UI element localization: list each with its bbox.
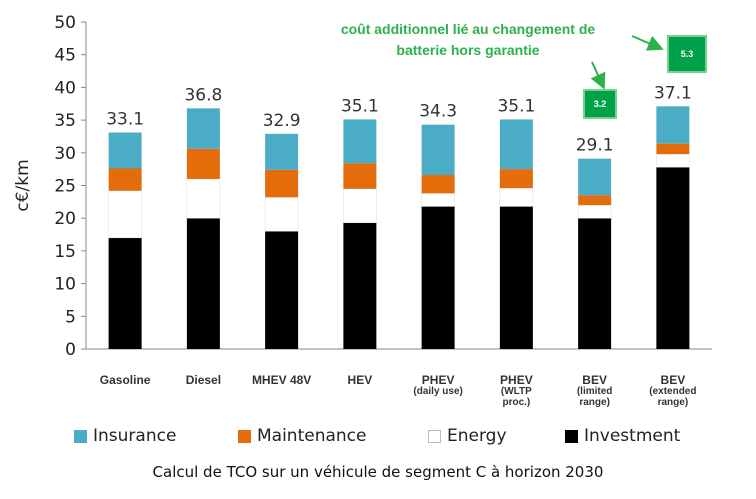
category-label: MHEV 48V	[252, 373, 311, 387]
category-label: BEV	[582, 373, 607, 387]
y-tick-label: 45	[54, 46, 76, 66]
bar-insurance	[499, 119, 533, 170]
legend-label-maintenance: Maintenance	[257, 426, 367, 446]
extra-cost-box	[583, 89, 617, 119]
bar-investment	[578, 218, 612, 349]
legend-swatch-maintenance	[238, 429, 251, 443]
legend-item-maintenance: Maintenance	[238, 426, 366, 446]
bar-energy	[656, 153, 690, 168]
y-tick-label: 35	[54, 111, 76, 131]
bar-investment	[343, 222, 377, 349]
annotation: 3.2 5.3 coût additionnel lié au changement…	[341, 21, 707, 119]
tco-chart: 0 5 10 15 20 25 30 35 40 45 50 c€/km 33.1 Gasoline 36…	[13, 13, 712, 408]
total-label: 29.1	[576, 136, 614, 156]
extra-cost-label: 3.2	[594, 99, 607, 109]
category-label: (WLTP	[501, 386, 532, 397]
y-tick-label: 5	[65, 307, 76, 327]
bar-insurance	[578, 158, 612, 196]
bar-investment	[499, 206, 533, 349]
bar-insurance	[343, 119, 377, 164]
legend-swatch-energy	[428, 429, 441, 443]
bar-maintenance	[578, 195, 612, 206]
category-label: (extended	[649, 386, 696, 397]
category-label: range)	[658, 397, 689, 408]
total-label: 36.8	[184, 85, 222, 105]
y-tick-label: 10	[54, 275, 76, 295]
total-label: 32.9	[263, 111, 301, 131]
category-label: PHEV	[422, 373, 455, 387]
total-label: 35.1	[497, 96, 535, 116]
bar-insurance	[108, 132, 142, 169]
labels: 33.1 Gasoline 36.8 Diesel 32.9 MHEV 48V 35.1 HE…	[100, 83, 697, 408]
legend-label-energy: Energy	[447, 426, 507, 446]
bar-maintenance	[656, 143, 690, 155]
category-label: HEV	[348, 373, 373, 387]
bar-investment	[108, 237, 142, 349]
extra-cost-box	[667, 35, 707, 73]
legend-item-investment: Investment	[565, 426, 680, 446]
bar-insurance	[186, 108, 220, 149]
extra-cost-label: 5.3	[681, 49, 694, 59]
bar-maintenance	[343, 163, 377, 189]
bar-investment	[265, 231, 299, 349]
legend-swatch-insurance	[74, 429, 87, 443]
y-tick-label: 20	[54, 209, 76, 229]
y-tick-label: 0	[65, 340, 76, 360]
y-tick-label: 40	[54, 78, 76, 98]
total-label: 34.3	[419, 102, 457, 122]
category-label: BEV	[661, 373, 686, 387]
bar-maintenance	[186, 148, 220, 179]
total-label: 37.1	[654, 83, 692, 103]
annotation-line-2: batterie hors garantie	[396, 42, 539, 58]
category-label: (limited	[577, 386, 613, 397]
category-label: Gasoline	[100, 373, 151, 387]
bar-energy	[108, 190, 142, 239]
bar-insurance	[421, 124, 455, 176]
legend-label-investment: Investment	[584, 426, 681, 446]
category-label: PHEV	[500, 373, 533, 387]
y-axis-label: c€/km	[13, 159, 33, 211]
legend: Insurance Maintenance Energy Investment	[0, 426, 756, 450]
bars	[108, 106, 690, 349]
bar-maintenance	[108, 168, 142, 191]
bar-energy	[499, 187, 534, 207]
axes: 0 5 10 15 20 25 30 35 40 45 50 c€/km	[13, 13, 712, 360]
legend-item-energy: Energy	[428, 426, 507, 446]
bar-maintenance	[265, 169, 299, 198]
y-tick-label: 30	[54, 144, 76, 164]
bar-energy	[577, 204, 612, 219]
bar-investment	[656, 167, 690, 349]
bar-maintenance	[499, 169, 533, 189]
legend-swatch-investment	[565, 429, 578, 443]
total-label: 33.1	[106, 110, 144, 130]
category-label: Diesel	[186, 373, 221, 387]
bar-energy	[264, 197, 299, 232]
annotation-line-1: coût additionnel lié au changement de	[341, 21, 596, 37]
bar-investment	[186, 218, 220, 349]
category-label: (daily use)	[413, 386, 462, 397]
bar-insurance	[265, 133, 299, 170]
legend-label-insurance: Insurance	[93, 426, 177, 446]
bar-energy	[421, 193, 455, 207]
y-tick-label: 25	[54, 177, 76, 197]
bar-investment	[421, 206, 455, 349]
category-label: range)	[579, 397, 610, 408]
chart-caption: Calcul de TCO sur un véhicule de segment…	[152, 463, 604, 481]
annotation-arrow	[631, 35, 664, 51]
annotation-arrow	[590, 61, 606, 90]
bar-insurance	[656, 106, 690, 144]
category-label: proc.)	[502, 397, 530, 408]
y-tick-label: 50	[54, 13, 76, 33]
bar-energy	[343, 188, 377, 224]
legend-item-insurance: Insurance	[74, 426, 176, 446]
bar-maintenance	[421, 175, 455, 194]
bar-energy	[186, 178, 221, 219]
y-tick-label: 15	[54, 242, 76, 262]
total-label: 35.1	[341, 96, 379, 116]
